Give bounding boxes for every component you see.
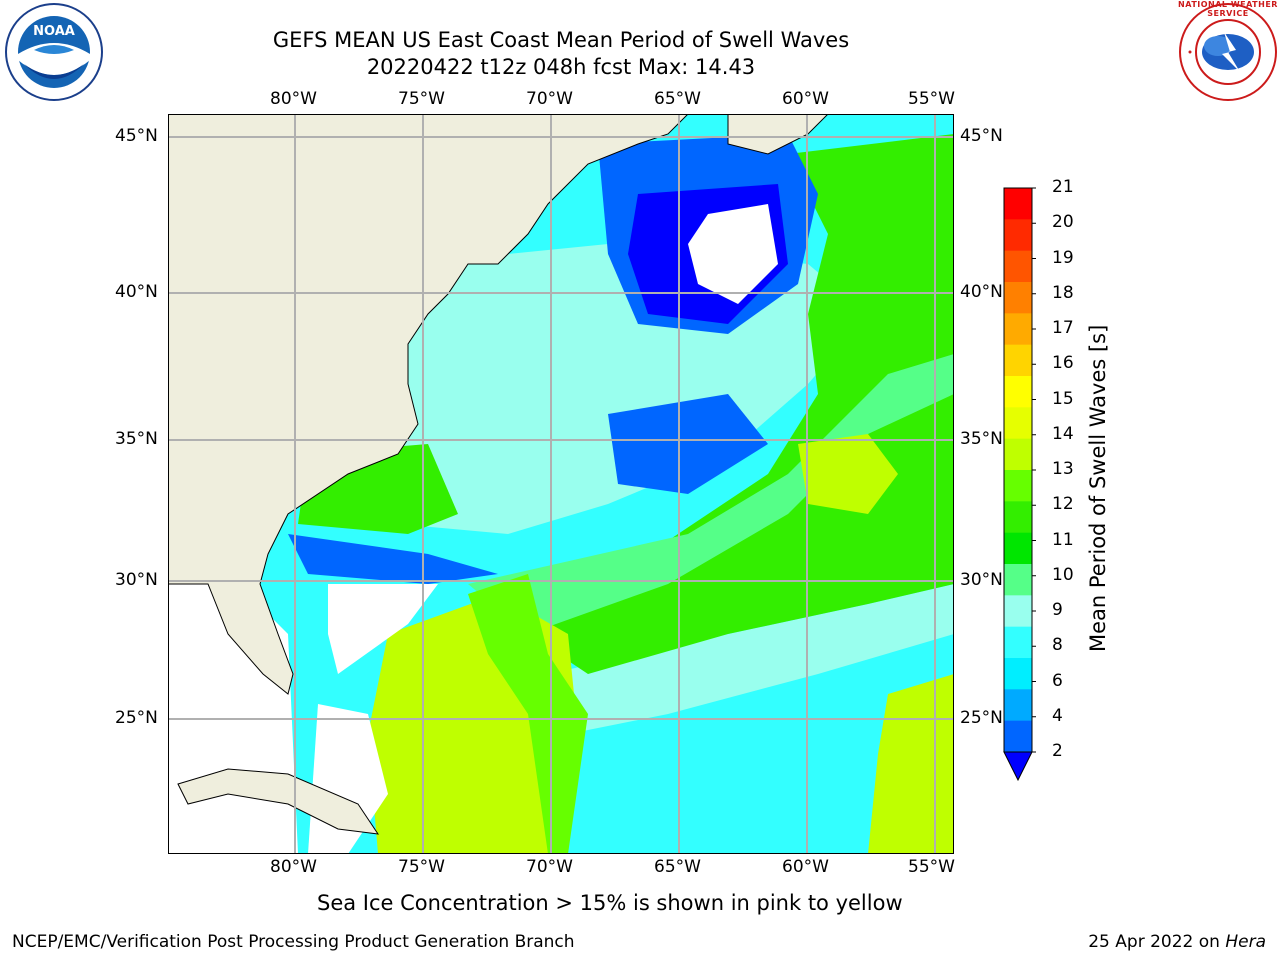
blue-southern-lobe: [608, 394, 768, 494]
colorbar-tick-label: 17: [1052, 318, 1074, 338]
no-data-patch-south: [328, 584, 438, 674]
gridlines: [168, 114, 954, 854]
lat-label-right-25n: 25°N: [960, 708, 1003, 728]
footer-machine: Hera: [1225, 932, 1266, 952]
colorbar-tick-label: 16: [1052, 353, 1074, 374]
cuba: [177, 768, 380, 835]
colorbar-tick-label: 11: [1052, 529, 1074, 550]
sea-ice-note: Sea Ice Concentration > 15% is shown in …: [317, 891, 903, 915]
lat-label-left-40n: 40°N: [115, 282, 158, 302]
lat-label-left-25n: 25°N: [115, 708, 158, 728]
colorbar-segment: [1004, 470, 1032, 502]
colorbar-tick-label: 18: [1052, 282, 1074, 303]
colorbar-tick-label: 8: [1052, 635, 1063, 656]
lat-label-left-35n: 35°N: [115, 429, 158, 449]
lon-label-bottom-55w: 55°W: [908, 857, 955, 877]
colorbar-tick-label: 6: [1052, 670, 1063, 691]
colorbar-tick-label: 12: [1052, 494, 1074, 515]
colorbar-segment: [1004, 344, 1032, 377]
lon-label-top-60w: 60°W: [782, 89, 829, 109]
colorbar-segment: [1004, 595, 1032, 628]
lon-label-top-55w: 55°W: [908, 89, 955, 109]
yellow-green-patch-east: [798, 434, 898, 514]
lat-label-right-40n: 40°N: [960, 282, 1003, 302]
colorbar-segment: [1004, 532, 1032, 565]
colorbar-segment: [1004, 219, 1032, 252]
lon-label-bottom-75w: 75°W: [398, 857, 445, 877]
colorbar-segment: [1004, 376, 1032, 408]
colorbar-tick-label: 19: [1052, 247, 1074, 268]
colorbar-segment: [1004, 689, 1032, 722]
colorbar-tick-label: 10: [1052, 564, 1074, 585]
green-eastern-field: [498, 134, 954, 674]
lat-label-right-35n: 35°N: [960, 429, 1003, 449]
colorbar-tick-label: 20: [1052, 212, 1074, 233]
nws-logo-text: NATIONAL WEATHER SERVICE: [1178, 0, 1278, 18]
blue-coastal-band: [288, 534, 498, 584]
colorbar-segment: [1004, 438, 1032, 471]
lon-label-bottom-65w: 65°W: [654, 857, 701, 877]
colorbar-tick-label: 4: [1052, 705, 1063, 726]
chart-title-line1: GEFS MEAN US East Coast Mean Period of S…: [272, 28, 850, 52]
colorbar-segment: [1004, 282, 1032, 314]
lon-label-top-70w: 70°W: [526, 89, 573, 109]
lat-label-right-45n: 45°N: [960, 126, 1003, 146]
colorbar-tick-label: 9: [1052, 600, 1063, 620]
colorbar: [1000, 186, 1036, 786]
lat-label-left-30n: 30°N: [115, 570, 158, 590]
no-data-patch-north: [688, 204, 778, 304]
lon-label-bottom-70w: 70°W: [526, 857, 573, 877]
colorbar-tick-label: 14: [1052, 423, 1074, 444]
colorbar-tick-label: 21: [1052, 177, 1074, 197]
footer-date-text: 25 Apr 2022 on: [1088, 932, 1226, 952]
nws-logo: NATIONAL WEATHER SERVICE: [1178, 0, 1278, 102]
colorbar-segment: [1004, 658, 1032, 690]
swell-period-map: [168, 114, 954, 854]
footer-credit: NCEP/EMC/Verification Post Processing Pr…: [12, 932, 575, 952]
lat-label-right-30n: 30°N: [960, 570, 1003, 590]
us-mainland: [168, 114, 689, 695]
lon-label-bottom-80w: 80°W: [270, 857, 317, 877]
green-bahamas-edge: [468, 574, 588, 854]
colorbar-segment: [1004, 564, 1032, 596]
colorbar-tick-label: 13: [1052, 459, 1074, 479]
colorbar-segment: [1004, 250, 1032, 283]
lon-label-top-65w: 65°W: [654, 89, 701, 109]
lon-label-top-80w: 80°W: [270, 89, 317, 109]
light-cyan-southern-band: [548, 584, 954, 734]
colorbar-segment: [1004, 407, 1032, 440]
colorbar-tick-label: 2: [1052, 741, 1063, 761]
lon-label-bottom-60w: 60°W: [782, 857, 829, 877]
nova-scotia: [727, 114, 829, 155]
noaa-logo: NOAA: [4, 2, 104, 102]
chart-title-line2: 20220422 t12z 048h fcst Max: 14.43: [366, 55, 756, 79]
light-green-band: [468, 354, 954, 634]
map-frame: [168, 114, 954, 854]
noaa-logo-text: NOAA: [33, 24, 75, 39]
colorbar-segment: [1004, 313, 1032, 346]
footer-date: 25 Apr 2022 on Hera: [1088, 932, 1266, 952]
colorbar-label: Mean Period of Swell Waves [s]: [1086, 324, 1110, 652]
colorbar-ticks: 21 20 19 18 17 16 15 14 13 12 11 10 9 8 6 4 2: [1052, 177, 1112, 786]
lat-label-left-45n: 45°N: [115, 126, 158, 146]
colorbar-tick-label: 15: [1052, 388, 1074, 409]
colorbar-segment: [1004, 720, 1032, 753]
lon-label-top-75w: 75°W: [398, 89, 445, 109]
colorbar-under-arrow: [1003, 751, 1033, 782]
colorbar-segment: [1004, 501, 1032, 534]
colorbar-segment: [1004, 188, 1032, 220]
colorbar-segment: [1004, 626, 1032, 659]
